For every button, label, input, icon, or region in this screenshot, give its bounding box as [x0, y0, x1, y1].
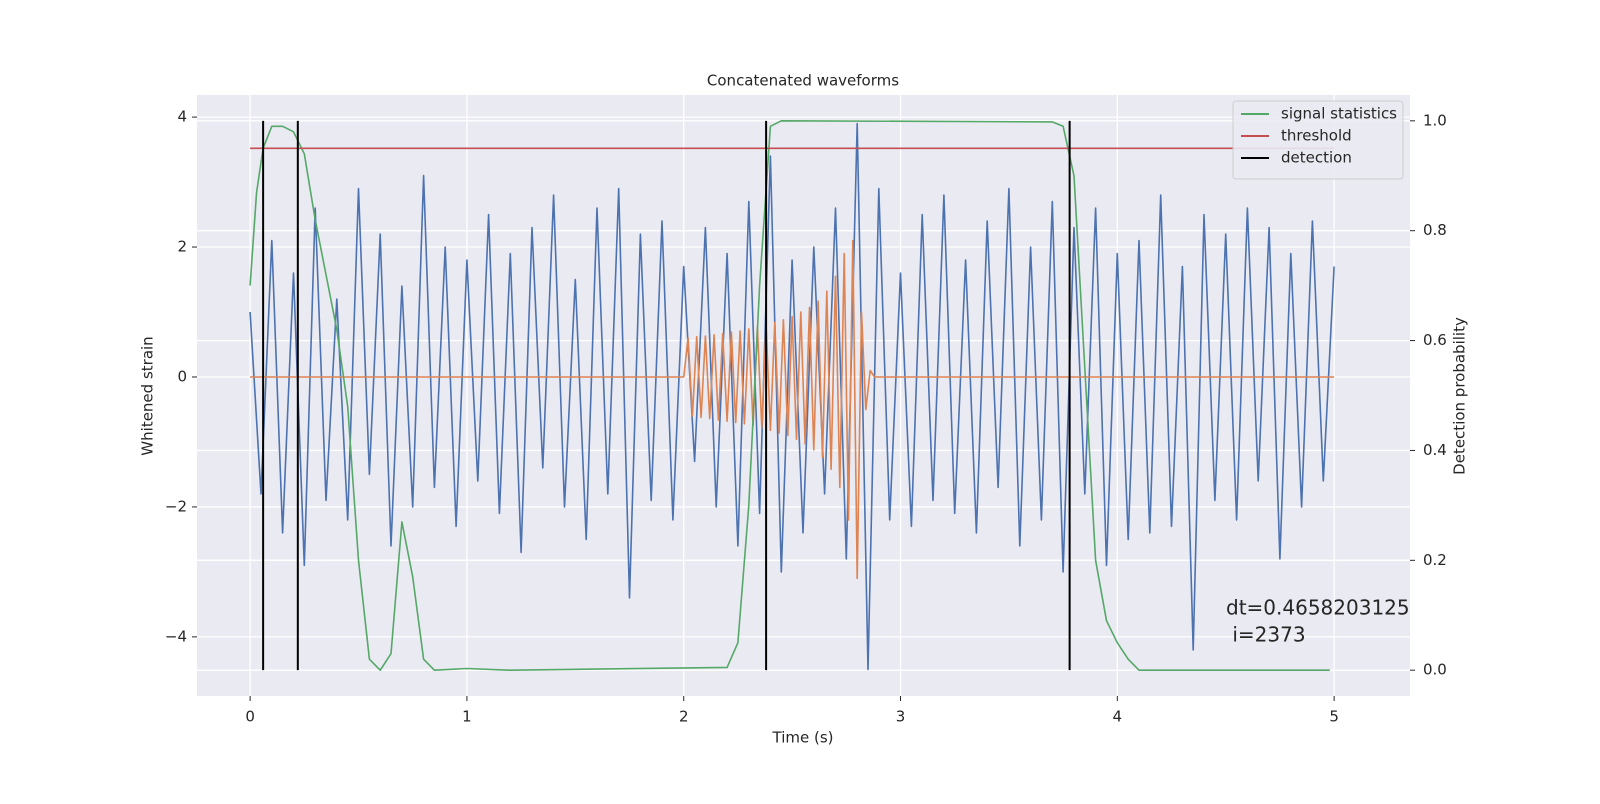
y-tick-label: −4	[165, 627, 187, 645]
y2-tick-label: 0.2	[1423, 551, 1447, 569]
y2-axis-label: Detection probability	[1451, 317, 1469, 475]
legend: signal statistics threshold detection	[1232, 100, 1404, 180]
annotation: dt=0.4658203125 i=2373	[1226, 596, 1410, 647]
y-tick-label: 4	[177, 108, 187, 126]
y-tick-label: 2	[177, 238, 187, 256]
y-tick-label: 0	[177, 367, 187, 385]
x-tick-label: 2	[679, 708, 689, 726]
y-axis-label: Whitened strain	[139, 336, 157, 455]
annotation-text: i=2373	[1226, 623, 1306, 647]
x-tick-label: 0	[245, 708, 255, 726]
series-line	[249, 122, 1335, 671]
legend-box	[1232, 100, 1404, 180]
x-tick-label: 1	[462, 708, 472, 726]
x-axis-label: Time (s)	[772, 729, 834, 747]
axes: 0 1 2 3 4 5 −4 −2 0 2 4 0.0 0.2 0.4 0.6 0.8 1.0	[165, 108, 1447, 726]
x-tick-label: 4	[1113, 708, 1123, 726]
y2-tick-label: 0.8	[1423, 221, 1447, 239]
legend-label: threshold	[1281, 127, 1352, 145]
x-tick-label: 3	[896, 708, 906, 726]
y2-tick-label: 0.0	[1423, 661, 1447, 679]
annotation-text: dt=0.4658203125	[1226, 596, 1410, 620]
legend-label: signal statistics	[1281, 105, 1397, 123]
y2-tick-label: 1.0	[1423, 111, 1447, 129]
series-line	[249, 120, 1330, 671]
marks	[249, 120, 1335, 671]
x-tick-label: 5	[1329, 708, 1339, 726]
y2-tick-label: 0.4	[1423, 441, 1447, 459]
y2-tick-label: 0.6	[1423, 331, 1447, 349]
y-tick-label: −2	[165, 497, 187, 515]
series-line	[250, 239, 1335, 580]
chart-title: Concatenated waveforms	[707, 72, 899, 90]
legend-label: detection	[1281, 149, 1352, 167]
